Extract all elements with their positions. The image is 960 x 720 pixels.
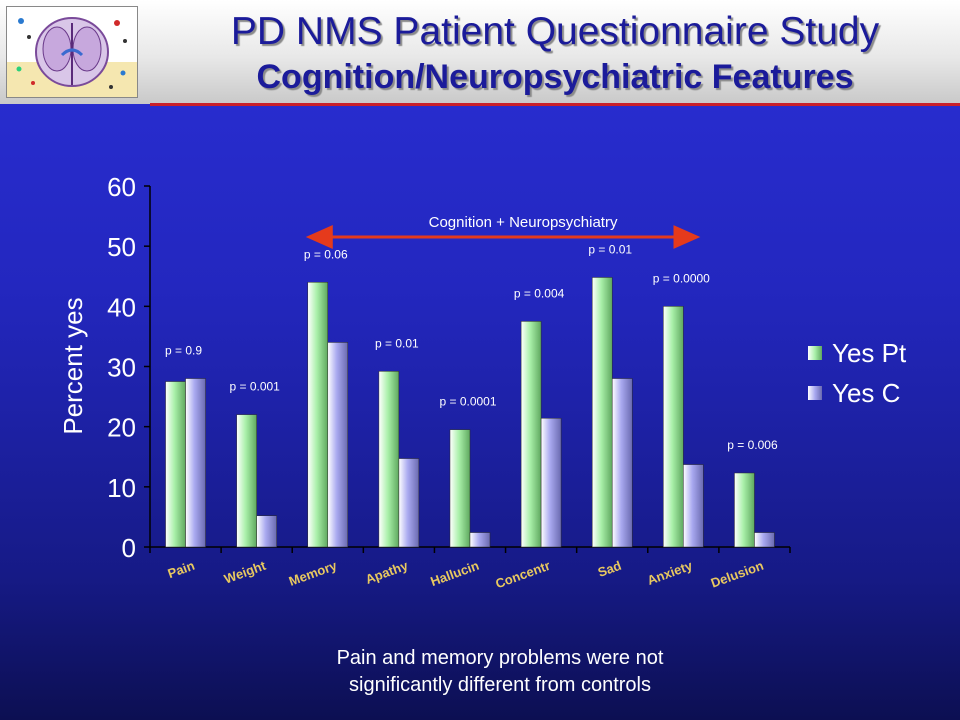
p-value-label: p = 0.006 (727, 438, 778, 452)
x-category-label: Delusion (709, 558, 766, 591)
caption-line-1: Pain and memory problems were not (336, 647, 664, 669)
bar-yes-pt (663, 306, 684, 548)
header-rule (150, 103, 960, 106)
bar-yes-pt (165, 381, 186, 548)
y-tick-label: 0 (122, 533, 136, 563)
legend-item-pt: Yes Pt (808, 333, 958, 373)
y-tick-label: 30 (107, 353, 136, 383)
x-category-label: Weight (222, 557, 268, 586)
bar-yes-c (611, 378, 633, 548)
x-category-label: Sad (596, 558, 624, 580)
p-value-label: p = 0.06 (304, 247, 348, 261)
y-axis-title: Percent yes (58, 297, 88, 434)
bar-yes-pt (734, 472, 755, 548)
x-category-label: Pain (166, 558, 197, 582)
x-category-label: Concentr (493, 558, 552, 592)
y-tick-label: 20 (107, 413, 136, 443)
bar-yes-c (256, 515, 277, 548)
bar-yes-c (327, 342, 349, 548)
p-value-label: p = 0.01 (588, 242, 632, 256)
x-category-label: Anxiety (645, 557, 695, 587)
bar-yes-pt (378, 371, 400, 548)
p-value-label: p = 0.9 (165, 344, 202, 358)
legend-label-pt: Yes Pt (832, 337, 907, 368)
bar-yes-c (469, 532, 491, 548)
y-tick-label: 60 (107, 172, 136, 202)
slide-caption: Pain and memory problems were not signif… (230, 645, 770, 699)
chart-legend: Yes Pt Yes C (808, 333, 958, 413)
bar-yes-pt (307, 282, 329, 548)
bar-yes-c (754, 532, 775, 548)
legend-swatch-c (808, 386, 822, 400)
caption-line-2: significantly different from controls (349, 674, 651, 696)
p-value-label: p = 0.0000 (653, 271, 710, 285)
legend-swatch-pt (808, 346, 822, 360)
legend-item-c: Yes C (808, 373, 958, 413)
slide-title: PD NMS Patient Questionnaire Study (230, 10, 880, 53)
bar-yes-pt (591, 277, 613, 548)
x-category-label: Memory (287, 557, 340, 588)
p-value-label: p = 0.01 (375, 336, 419, 350)
y-tick-label: 40 (107, 292, 136, 322)
y-tick-label: 10 (107, 473, 136, 503)
header-bar (0, 0, 960, 104)
bar-yes-c (683, 464, 704, 548)
brain-scan-icon (6, 6, 138, 98)
p-value-label: p = 0.001 (229, 380, 280, 394)
bar-yes-c (185, 378, 206, 548)
bar-yes-pt (236, 414, 257, 548)
bar-yes-c (540, 417, 562, 548)
p-value-label: p = 0.004 (514, 286, 565, 300)
legend-label-c: Yes C (832, 377, 901, 408)
slide-subtitle: Cognition/Neuropsychiatric Features (256, 58, 854, 96)
x-category-label: Hallucin (428, 558, 481, 589)
annotation-label: Cognition + Neuropsychiatry (429, 214, 618, 231)
y-tick-label: 50 (107, 232, 136, 262)
bar-yes-pt (520, 321, 542, 548)
bar-yes-pt (449, 429, 471, 548)
x-category-label: Apathy (363, 557, 410, 586)
bar-yes-c (398, 458, 420, 548)
p-value-label: p = 0.0001 (439, 395, 496, 409)
